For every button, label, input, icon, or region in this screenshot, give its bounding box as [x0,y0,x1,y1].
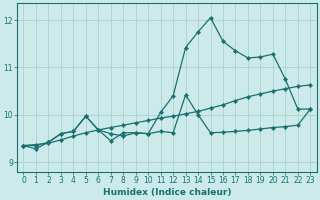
X-axis label: Humidex (Indice chaleur): Humidex (Indice chaleur) [103,188,231,197]
